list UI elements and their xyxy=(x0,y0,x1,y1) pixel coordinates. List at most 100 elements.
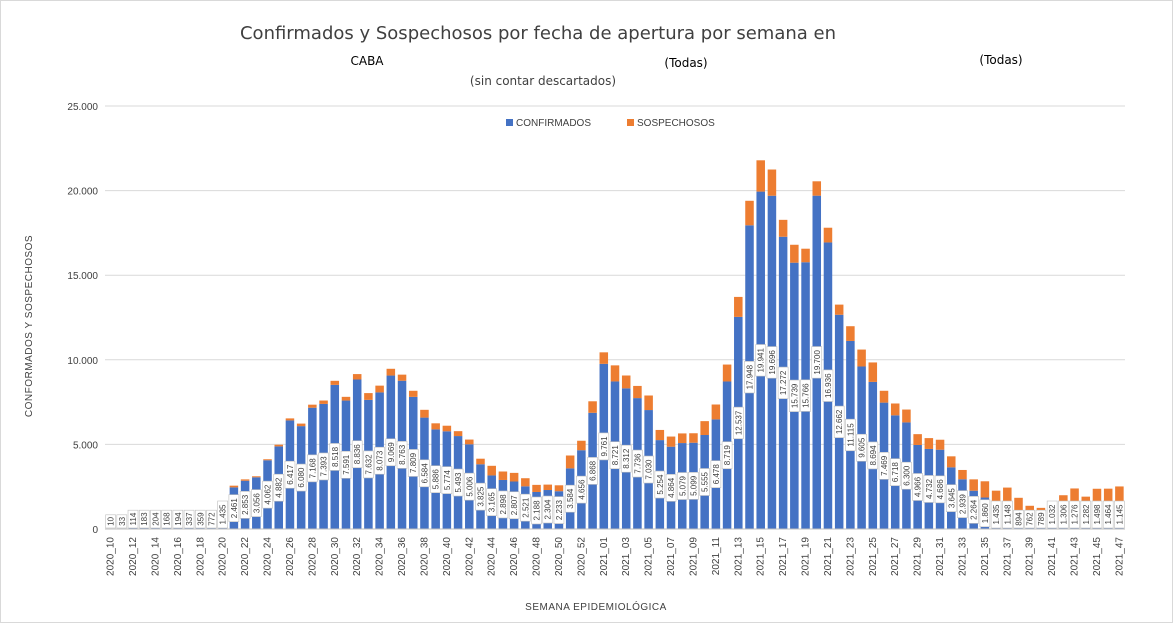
bar-sospechosos xyxy=(308,405,317,408)
data-label: 8.719 xyxy=(722,442,732,469)
data-label: 16.936 xyxy=(823,370,833,402)
legend-swatch-confirmados xyxy=(506,119,513,126)
data-label: 6.478 xyxy=(711,461,721,488)
bar-sospechosos xyxy=(342,397,351,401)
data-label: 4.062 xyxy=(263,481,273,508)
data-label-text: 4.864 xyxy=(667,477,676,498)
data-label-text: 8.719 xyxy=(723,445,732,466)
data-label: 17.272 xyxy=(778,367,788,399)
x-tick-label: 2021_27 xyxy=(890,537,901,576)
data-label-text: 2.264 xyxy=(970,499,979,520)
data-label: 1.282 xyxy=(1081,501,1091,528)
data-label-text: 8.694 xyxy=(869,445,878,466)
data-label: 7.591 xyxy=(341,451,351,478)
data-label-text: 8.721 xyxy=(611,445,620,466)
x-tick-label: 2020_38 xyxy=(419,537,430,576)
data-label-text: 7.030 xyxy=(645,459,654,480)
data-label: 19.700 xyxy=(812,347,822,379)
data-label-text: 1.464 xyxy=(1104,504,1113,525)
bar-sospechosos xyxy=(387,369,396,376)
data-label-text: 2.233 xyxy=(555,500,564,521)
x-tick-label: 2020_50 xyxy=(554,537,565,576)
data-label: 4.864 xyxy=(666,474,676,501)
x-tick-label: 2020_52 xyxy=(576,537,587,576)
data-label: 7.030 xyxy=(644,456,654,483)
data-label: 2.939 xyxy=(957,491,967,518)
data-label-text: 5.006 xyxy=(465,476,474,497)
data-label: 3.825 xyxy=(475,483,485,510)
bar-sospechosos xyxy=(353,374,362,379)
bar-sospechosos xyxy=(241,479,250,480)
x-tick-label: 2021_31 xyxy=(935,537,946,576)
data-label: 12.662 xyxy=(834,406,844,438)
x-tick-label: 2020_44 xyxy=(487,537,498,576)
bar-sospechosos xyxy=(487,466,496,476)
x-tick-label: 2020_22 xyxy=(240,537,251,576)
data-label-text: 6.417 xyxy=(286,464,295,485)
bar-sospechosos xyxy=(790,245,799,263)
data-label-text: 4.966 xyxy=(914,476,923,497)
data-label: 3.165 xyxy=(487,489,497,516)
bar-sospechosos xyxy=(846,326,855,341)
x-tick-label: 2021_33 xyxy=(957,537,968,576)
data-label-text: 8.312 xyxy=(622,448,631,469)
bar-sospechosos xyxy=(375,386,384,393)
data-label-text: 5.493 xyxy=(454,472,463,493)
x-tick-label: 2021_35 xyxy=(980,537,991,576)
data-label: 337 xyxy=(184,510,194,528)
x-tick-label: 2021_41 xyxy=(1047,537,1058,576)
y-tick-label: 5.000 xyxy=(73,440,98,451)
bar-sospechosos xyxy=(734,297,743,317)
bar-sospechosos xyxy=(454,431,463,436)
data-label: 3.056 xyxy=(251,490,261,517)
data-label-text: 168 xyxy=(163,512,172,526)
bar-sospechosos xyxy=(230,486,239,488)
data-label: 2.898 xyxy=(498,491,508,518)
data-label-text: 6.584 xyxy=(420,463,429,484)
bar-sospechosos xyxy=(521,478,530,486)
data-label-text: 3.645 xyxy=(947,488,956,509)
data-label-text: 5.886 xyxy=(432,469,441,490)
data-label: 789 xyxy=(1036,510,1046,528)
data-label: 6.718 xyxy=(890,459,900,486)
filter-value-1: (Todas) xyxy=(664,56,707,70)
bar-sospechosos xyxy=(981,481,990,497)
bar-sospechosos xyxy=(812,181,821,195)
data-label-text: 4.882 xyxy=(275,477,284,498)
bar-sospechosos xyxy=(644,396,653,411)
filter-value-2: (Todas) xyxy=(979,53,1022,67)
x-tick-label: 2021_01 xyxy=(599,537,610,576)
data-label: 1.306 xyxy=(1058,501,1068,528)
data-label: 5.099 xyxy=(688,472,698,499)
data-label-text: 2.898 xyxy=(499,494,508,515)
x-tick-label: 2020_20 xyxy=(218,537,229,576)
data-label-text: 4.732 xyxy=(925,478,934,499)
y-tick-label: 10.000 xyxy=(67,356,98,367)
data-label-text: 359 xyxy=(196,512,205,526)
x-tick-label: 2020_10 xyxy=(106,537,117,576)
data-label-text: 8.763 xyxy=(398,444,407,465)
data-label-text: 1.306 xyxy=(1059,504,1068,525)
bar-sospechosos xyxy=(331,381,340,385)
data-label: 5.006 xyxy=(464,473,474,500)
data-label: 7.469 xyxy=(879,452,889,479)
data-label-text: 5.254 xyxy=(656,474,665,495)
bar-sospechosos xyxy=(510,473,519,482)
bar-sospechosos xyxy=(835,305,844,315)
data-label-text: 1.276 xyxy=(1071,504,1080,525)
bar-sospechosos xyxy=(869,362,878,381)
data-label-text: 7.809 xyxy=(409,452,418,473)
bar-sospechosos xyxy=(857,350,866,367)
x-tick-label: 2021_15 xyxy=(756,537,767,576)
bar-sospechosos xyxy=(902,410,911,423)
x-tick-label: 2021_13 xyxy=(733,537,744,576)
legend-label-confirmados: CONFIRMADOS xyxy=(516,118,591,129)
data-label: 204 xyxy=(150,510,160,528)
data-label-text: 3.584 xyxy=(566,488,575,509)
data-label-text: 19.700 xyxy=(813,350,822,375)
data-label-text: 6.300 xyxy=(902,465,911,486)
data-label: 33 xyxy=(117,515,127,528)
data-label: 7.632 xyxy=(363,451,373,478)
